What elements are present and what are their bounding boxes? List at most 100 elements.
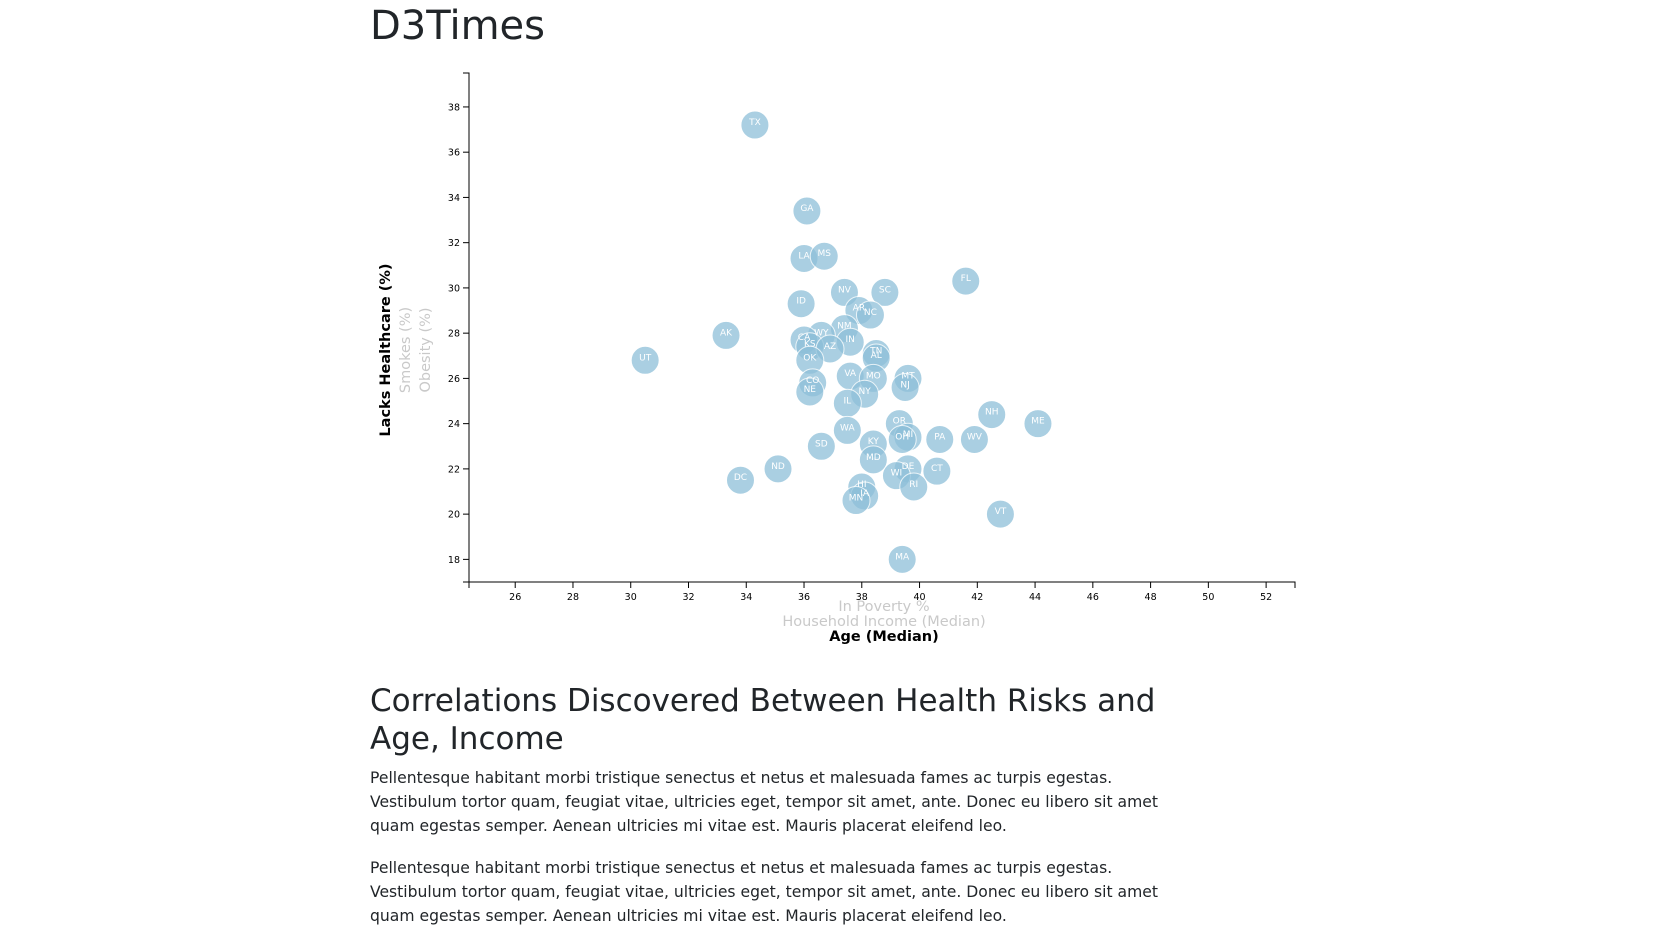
- state-label-nc: NC: [864, 308, 877, 318]
- y-tick-label: 34: [448, 193, 460, 204]
- state-point-id: [786, 289, 816, 319]
- x-tick-label: 36: [798, 592, 810, 603]
- state-point-wv: [959, 424, 989, 454]
- x-tick-label: 48: [1145, 592, 1157, 603]
- state-label-il: IL: [844, 396, 852, 406]
- y-tick-label: 22: [448, 464, 460, 475]
- state-point-ri: [899, 472, 929, 502]
- state-label-vt: VT: [995, 507, 1007, 517]
- state-point-oh: [887, 424, 917, 454]
- state-label-in: IN: [846, 335, 855, 345]
- state-label-ca: CA: [798, 333, 811, 343]
- x-axis-option-3[interactable]: Age (Median): [829, 629, 938, 645]
- state-label-pa: PA: [934, 432, 946, 442]
- state-label-ok: OK: [803, 353, 817, 363]
- x-tick: 42: [971, 582, 983, 603]
- y-tick: 30: [448, 283, 469, 294]
- state-label-or: OR: [893, 417, 906, 427]
- y-tick-label: 38: [448, 102, 460, 113]
- state-label-sd: SD: [815, 439, 828, 449]
- state-label-id: ID: [796, 297, 806, 307]
- state-point-mn: [841, 486, 871, 516]
- y-tick: 34: [448, 193, 469, 204]
- state-point-dc: [725, 465, 755, 495]
- x-axis: 26 28 30 32 34 36 38 40 42 44 46 48 50 52: [468, 581, 1296, 603]
- state-point-me: [1023, 409, 1053, 439]
- y-tick-label: 24: [448, 419, 460, 430]
- state-point-tx: [740, 110, 770, 140]
- x-tick: 52: [1260, 582, 1272, 603]
- state-label-co: CO: [806, 376, 819, 386]
- state-point-wa: [832, 415, 862, 445]
- x-tick-label: 38: [856, 592, 868, 603]
- state-label-mn: MN: [849, 494, 864, 504]
- y-tick-label: 18: [448, 555, 460, 566]
- state-point-ne: [795, 377, 825, 407]
- y-tick: 22: [448, 464, 469, 475]
- state-label-dc: DC: [734, 473, 747, 483]
- state-label-mi: MI: [903, 430, 913, 440]
- x-tick: 34: [740, 582, 752, 603]
- state-point-ak: [711, 320, 741, 350]
- y-axis: 18 20 22 24 26 28 30 32 34 36 38: [448, 72, 470, 583]
- state-label-fl: FL: [961, 274, 971, 284]
- state-label-tn: TN: [869, 347, 882, 357]
- x-tick: 48: [1145, 582, 1157, 603]
- y-axis-option-2[interactable]: Smokes (%): [398, 307, 414, 393]
- x-tick: 40: [913, 582, 926, 603]
- x-axis-option-2[interactable]: Household Income (Median): [782, 614, 985, 630]
- state-point-sc: [870, 277, 900, 307]
- x-tick: 44: [1029, 582, 1041, 603]
- state-label-ri: RI: [909, 480, 918, 490]
- state-label-md: MD: [866, 453, 881, 463]
- y-tick-label: 26: [448, 374, 460, 385]
- x-tick-label: 44: [1029, 592, 1041, 603]
- y-tick: 26: [448, 374, 469, 385]
- state-point-ma: [887, 544, 917, 574]
- x-tick: 46: [1087, 582, 1099, 603]
- x-tick-label: 40: [913, 592, 925, 603]
- state-point-nh: [977, 400, 1007, 430]
- y-axis-option-3[interactable]: Obesity (%): [418, 307, 434, 392]
- state-label-ny: NY: [859, 387, 872, 397]
- state-label-wv: WV: [967, 432, 983, 442]
- x-tick-label: 28: [567, 592, 579, 603]
- x-tick-label: 50: [1202, 592, 1214, 603]
- state-label-oh: OH: [895, 432, 909, 442]
- state-point-sd: [806, 431, 836, 461]
- state-point-ga: [792, 196, 822, 226]
- state-label-ms: MS: [817, 249, 831, 259]
- state-point-vt: [985, 499, 1015, 529]
- page-title: D3Times: [370, 3, 545, 49]
- state-label-ma: MA: [895, 552, 910, 562]
- state-label-sc: SC: [879, 285, 891, 295]
- state-label-ut: UT: [639, 353, 652, 363]
- state-label-va: VA: [844, 369, 857, 379]
- state-label-me: ME: [1031, 417, 1045, 427]
- y-axis-option-1[interactable]: Lacks Healthcare (%): [378, 263, 394, 436]
- y-tick-label: 30: [448, 283, 460, 294]
- x-tick-label: 34: [740, 592, 752, 603]
- article-paragraph-2: Pellentesque habitant morbi tristique se…: [370, 859, 1158, 925]
- state-point-fl: [951, 266, 981, 296]
- x-tick-label: 26: [509, 592, 521, 603]
- x-axis-option-1[interactable]: In Poverty %: [838, 599, 929, 615]
- scatter-chart: 26 28 30 32 34 36 38 40 42 44 46 48 50 52 18 20 22 24 26 28…: [378, 72, 1296, 645]
- y-tick: 28: [448, 329, 469, 340]
- state-label-ks: KS: [804, 340, 816, 350]
- state-label-ga: GA: [800, 204, 814, 214]
- state-point-ms: [809, 241, 839, 271]
- state-label-wy: WY: [814, 328, 829, 338]
- x-tick: 36: [798, 582, 810, 603]
- y-tick-label: 36: [448, 148, 460, 159]
- x-tick: 50: [1202, 582, 1214, 603]
- y-tick: 32: [448, 238, 469, 249]
- state-label-nh: NH: [985, 408, 999, 418]
- y-tick: 24: [448, 419, 469, 430]
- state-label-wi: WI: [891, 469, 903, 479]
- x-tick: 30: [625, 582, 637, 603]
- x-tick: 26: [509, 582, 521, 603]
- state-label-hi: HI: [857, 480, 866, 490]
- state-label-az: AZ: [824, 342, 836, 352]
- state-label-al: AL: [871, 351, 882, 361]
